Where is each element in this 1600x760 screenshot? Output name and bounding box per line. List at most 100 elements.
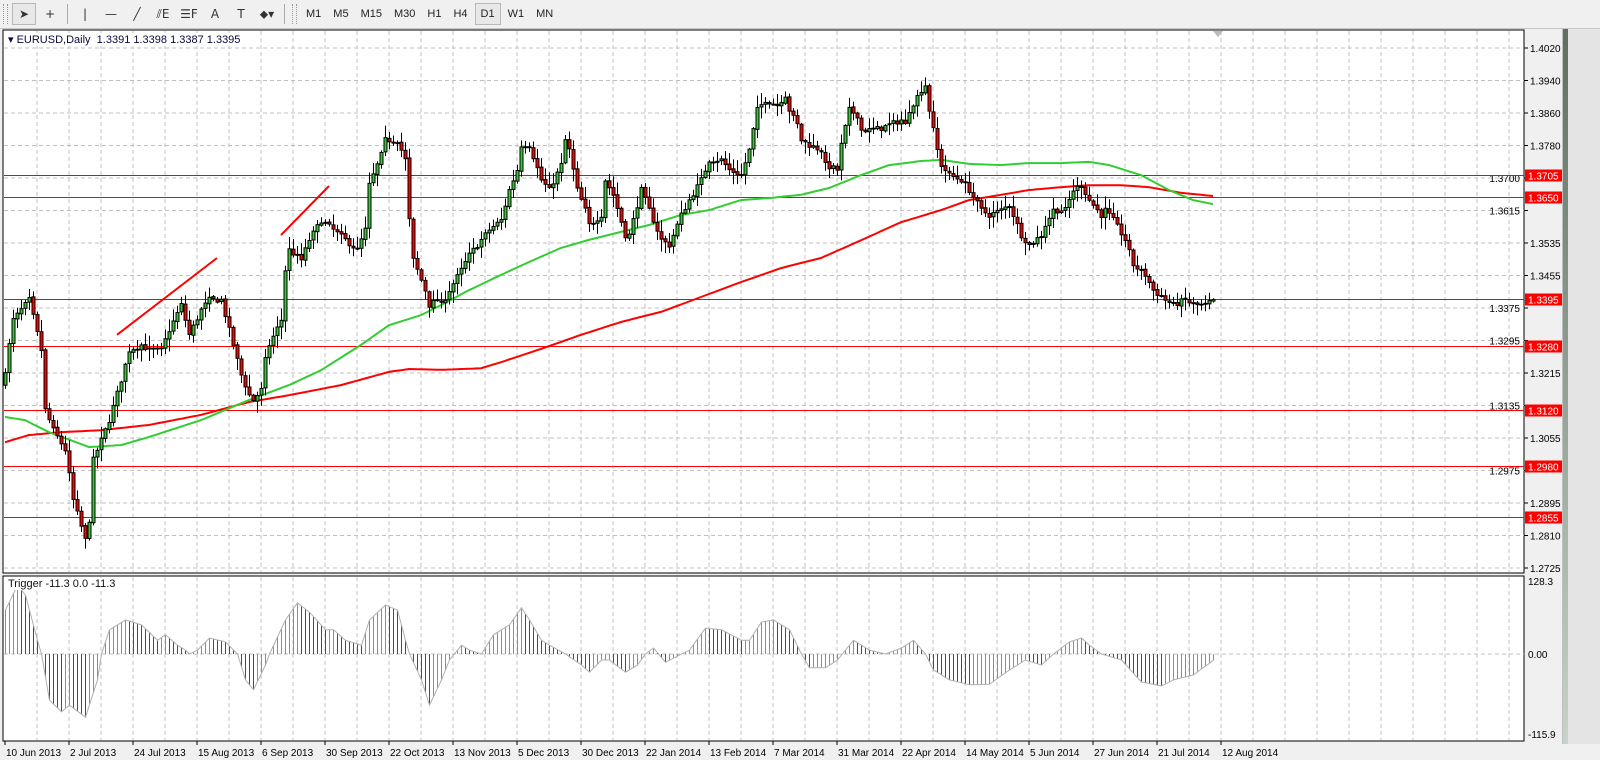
- candle-down[interactable]: [579, 187, 584, 200]
- candle-down[interactable]: [1191, 302, 1196, 305]
- candle-up[interactable]: [1003, 206, 1008, 210]
- timeframe-m1-button[interactable]: M1: [306, 8, 322, 20]
- candle-up[interactable]: [455, 274, 460, 284]
- candle-up[interactable]: [371, 173, 376, 184]
- candle-up[interactable]: [167, 331, 172, 340]
- candle-down[interactable]: [291, 248, 296, 256]
- candle-up[interactable]: [559, 163, 564, 174]
- candle-down[interactable]: [959, 178, 964, 183]
- candle-up[interactable]: [3, 372, 8, 386]
- candle-down[interactable]: [43, 349, 48, 410]
- candle-down[interactable]: [523, 146, 528, 149]
- candle-down[interactable]: [47, 408, 52, 421]
- candle-down[interactable]: [787, 96, 792, 112]
- candle-up[interactable]: [147, 347, 152, 350]
- candle-up[interactable]: [1103, 207, 1108, 218]
- candle-up[interactable]: [395, 142, 400, 145]
- candle-up[interactable]: [459, 267, 464, 275]
- indicator-frame[interactable]: [2, 575, 1525, 742]
- candle-up[interactable]: [1063, 207, 1068, 211]
- candle-up[interactable]: [295, 253, 300, 256]
- candle-down[interactable]: [615, 194, 620, 209]
- candle-down[interactable]: [71, 472, 76, 500]
- candle-up[interactable]: [995, 209, 1000, 214]
- candle-down[interactable]: [403, 149, 408, 160]
- candle-down[interactable]: [667, 241, 672, 248]
- candle-up[interactable]: [319, 222, 324, 226]
- candle-down[interactable]: [815, 145, 820, 151]
- candle-down[interactable]: [903, 119, 908, 125]
- candle-down[interactable]: [963, 181, 968, 184]
- candle-up[interactable]: [107, 422, 112, 431]
- candle-down[interactable]: [1175, 302, 1180, 307]
- candle-up[interactable]: [703, 170, 708, 178]
- candle-up[interactable]: [471, 247, 476, 254]
- candle-down[interactable]: [1099, 209, 1104, 218]
- candle-up[interactable]: [487, 229, 492, 234]
- candle-down[interactable]: [51, 420, 56, 429]
- candle-down[interactable]: [655, 221, 660, 232]
- candle-down[interactable]: [663, 238, 668, 243]
- candle-down[interactable]: [731, 168, 736, 173]
- candle-down[interactable]: [231, 326, 236, 347]
- arrows-tool-button[interactable]: ⬥▾: [255, 3, 279, 25]
- candle-up[interactable]: [379, 151, 384, 166]
- vertical-scrollbar[interactable]: [1562, 29, 1600, 744]
- candle-up[interactable]: [375, 163, 380, 175]
- candle-up[interactable]: [15, 312, 20, 320]
- candle-down[interactable]: [151, 347, 156, 350]
- candle-up[interactable]: [563, 139, 568, 164]
- candle-down[interactable]: [859, 117, 864, 131]
- candle-up[interactable]: [111, 404, 116, 424]
- candle-up[interactable]: [779, 102, 784, 107]
- candle-down[interactable]: [947, 170, 952, 174]
- candle-down[interactable]: [767, 102, 772, 105]
- candle-down[interactable]: [619, 207, 624, 223]
- candle-down[interactable]: [243, 375, 248, 388]
- candle-up[interactable]: [491, 226, 496, 231]
- candle-up[interactable]: [1139, 268, 1144, 271]
- candle-down[interactable]: [1147, 276, 1152, 284]
- candle-down[interactable]: [975, 197, 980, 202]
- candle-down[interactable]: [879, 126, 884, 131]
- candle-up[interactable]: [595, 220, 600, 224]
- candle-down[interactable]: [935, 127, 940, 151]
- candle-down[interactable]: [235, 344, 240, 359]
- candle-down[interactable]: [67, 450, 72, 474]
- candle-down[interactable]: [775, 103, 780, 107]
- candle-down[interactable]: [407, 157, 412, 220]
- timeframe-m30-button[interactable]: M30: [393, 8, 416, 20]
- candle-down[interactable]: [39, 331, 44, 352]
- candle-up[interactable]: [699, 177, 704, 186]
- candle-down[interactable]: [1163, 295, 1168, 301]
- candle-up[interactable]: [1059, 210, 1064, 214]
- candle-down[interactable]: [531, 147, 536, 160]
- candle-down[interactable]: [211, 296, 216, 300]
- candle-down[interactable]: [987, 212, 992, 218]
- candle-up[interactable]: [103, 428, 108, 439]
- candle-up[interactable]: [991, 211, 996, 218]
- candle-down[interactable]: [1183, 297, 1188, 300]
- candle-up[interactable]: [679, 212, 684, 225]
- candle-up[interactable]: [691, 195, 696, 201]
- candle-down[interactable]: [427, 291, 432, 308]
- candle-down[interactable]: [547, 184, 552, 188]
- text-tool-button[interactable]: A: [203, 3, 227, 25]
- candle-up[interactable]: [203, 302, 208, 309]
- candle-down[interactable]: [63, 443, 68, 452]
- candle-down[interactable]: [1027, 242, 1032, 246]
- candle-up[interactable]: [119, 381, 124, 392]
- timeframe-m15-button[interactable]: M15: [360, 8, 382, 20]
- candle-down[interactable]: [895, 120, 900, 125]
- candle-up[interactable]: [95, 449, 100, 458]
- candle-down[interactable]: [583, 198, 588, 209]
- candle-down[interactable]: [855, 112, 860, 119]
- candle-up[interactable]: [91, 456, 96, 524]
- candle-up[interactable]: [923, 85, 928, 94]
- candle-up[interactable]: [599, 216, 604, 222]
- candle-up[interactable]: [639, 186, 644, 209]
- candle-up[interactable]: [355, 247, 360, 250]
- candle-up[interactable]: [283, 270, 288, 322]
- candle-up[interactable]: [1179, 298, 1184, 307]
- candle-down[interactable]: [83, 525, 88, 539]
